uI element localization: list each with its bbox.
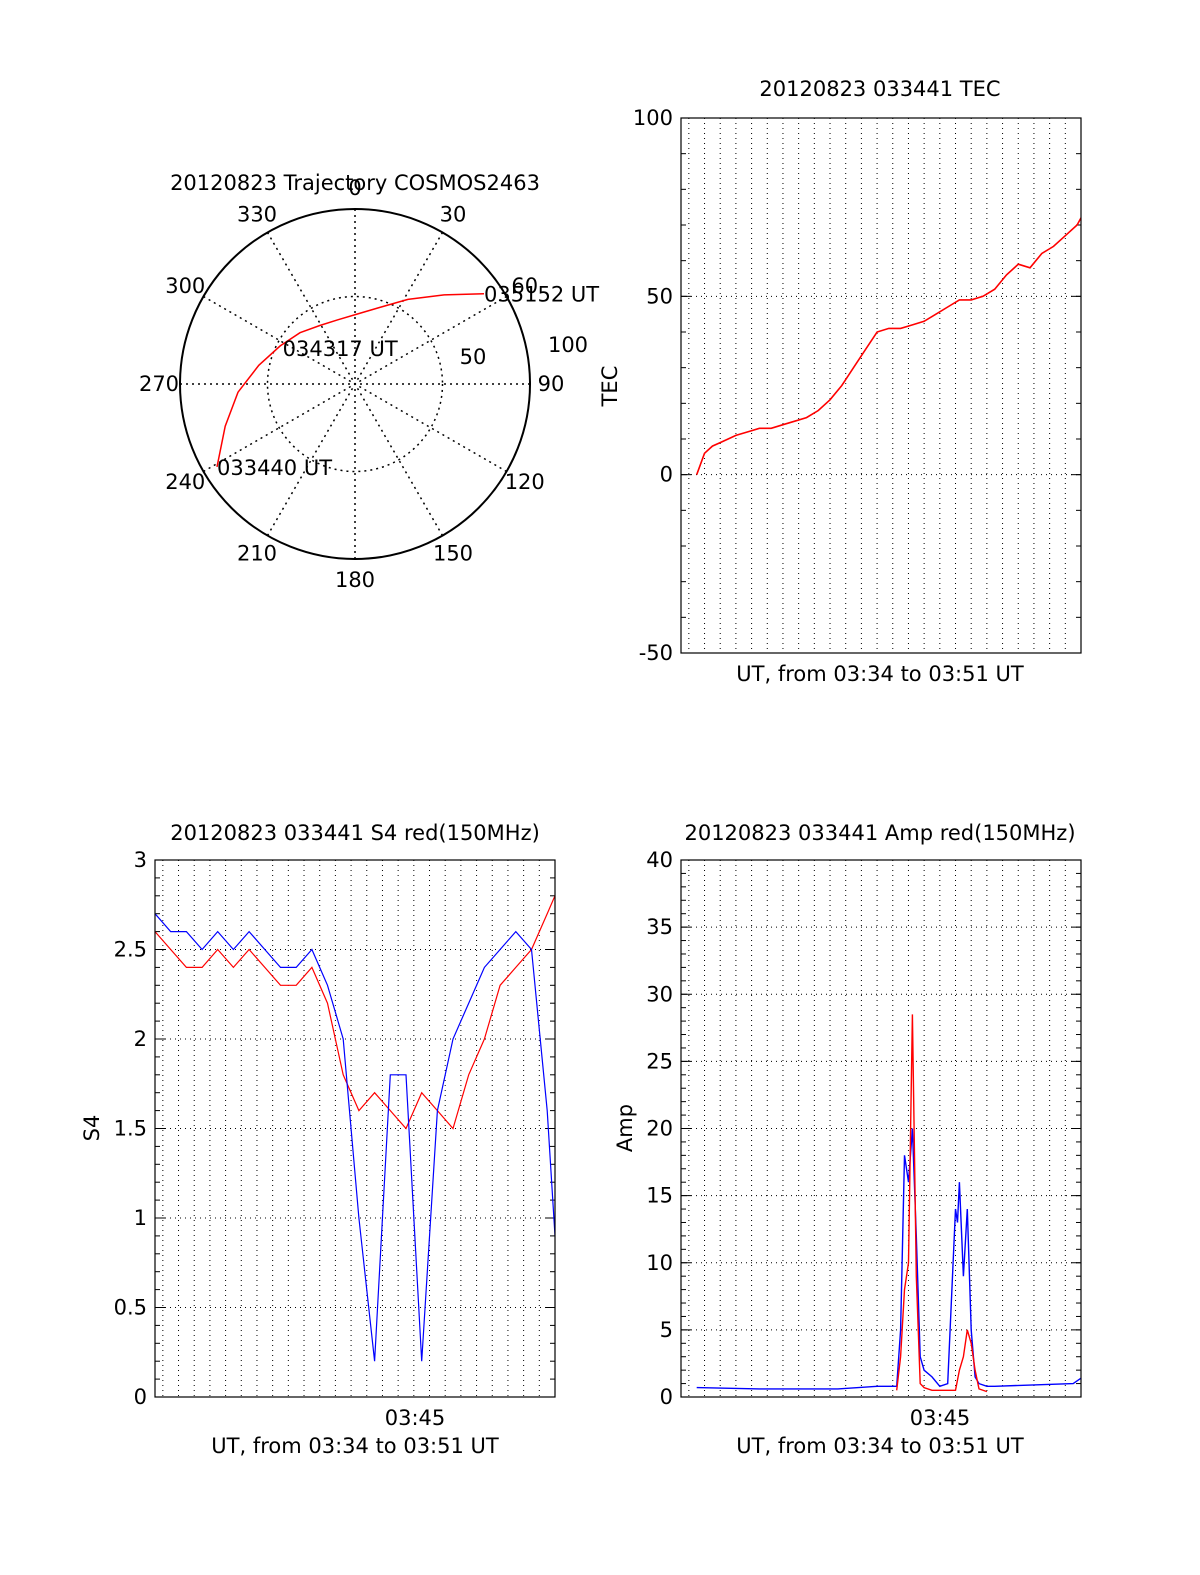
plot-frame — [680, 117, 1082, 654]
series-line — [896, 1014, 988, 1393]
polar-title: 20120823 Trajectory COSMOS2463 — [170, 171, 540, 195]
polar-labels: 0 30 60 90 120 150 180 210 240 270 300 330 50 100 0334… — [139, 176, 599, 592]
polar-angle-label: 240 — [165, 470, 205, 494]
polar-panel: 20120823 Trajectory COSMOS2463 0 30 60 90 12… — [139, 171, 599, 592]
polar-radial-label: 50 — [460, 345, 487, 369]
series-line — [155, 895, 555, 1130]
polar-angle-label: 90 — [538, 372, 565, 396]
y-tick-label: 0.5 — [114, 1296, 147, 1320]
s4-plot: 0 0.5 1 1.5 2 2.5 3 — [114, 848, 556, 1409]
amp-plot: 0 5 10 15 20 25 30 35 40 — [646, 848, 1082, 1409]
polar-grid — [179, 208, 531, 560]
y-tick-label: 40 — [646, 848, 673, 872]
amp-ylabel: Amp — [613, 1104, 637, 1152]
series-line — [696, 1128, 1081, 1390]
tec-title: 20120823 033441 TEC — [759, 77, 1000, 101]
polar-trajectory — [216, 292, 485, 468]
s4-ylabel: S4 — [80, 1115, 104, 1142]
tec-plot: -50 0 50 100 — [633, 106, 1082, 665]
y-tick-label: 2.5 — [114, 938, 147, 962]
y-tick-label: 50 — [646, 284, 673, 308]
polar-inner-circle — [266, 295, 444, 473]
y-tick-label: -50 — [639, 641, 673, 665]
trajectory-point-label: 033440 UT — [217, 456, 332, 480]
polar-angle-label: 150 — [433, 542, 473, 566]
y-tick-label: 100 — [633, 106, 673, 130]
series-line — [695, 217, 1081, 475]
y-tick-label: 2 — [134, 1027, 147, 1051]
trajectory-point-label: 034317 UT — [283, 337, 398, 361]
polar-angle-label: 120 — [505, 470, 545, 494]
y-tick-label: 20 — [646, 1117, 673, 1141]
y-tick-label: 3 — [134, 848, 147, 872]
amp-xtick-label: 03:45 — [910, 1406, 971, 1430]
trajectory-point-label: 035152 UT — [484, 283, 599, 307]
y-tick-label: 1 — [134, 1206, 147, 1230]
polar-radial-label: 100 — [548, 333, 588, 357]
polar-angle-label: 270 — [139, 372, 179, 396]
tec-ylabel: TEC — [598, 366, 622, 408]
polar-angle-label: 300 — [165, 274, 205, 298]
s4-panel: 20120823 033441 S4 red(150MHz) 03:45 UT,… — [80, 821, 556, 1458]
polar-angle-label: 60 — [511, 274, 538, 298]
y-tick-label: 25 — [646, 1049, 673, 1073]
s4-title: 20120823 033441 S4 red(150MHz) — [170, 821, 540, 845]
y-tick-label: 0 — [660, 1385, 673, 1409]
series-line — [155, 913, 555, 1362]
y-tick-label: 0 — [660, 463, 673, 487]
y-tick-label: 35 — [646, 915, 673, 939]
polar-angle-label: 180 — [335, 568, 375, 592]
s4-xlabel: UT, from 03:34 to 03:51 UT — [211, 1434, 499, 1458]
s4-xtick-label: 03:45 — [385, 1406, 446, 1430]
y-tick-label: 10 — [646, 1251, 673, 1275]
polar-spoke — [266, 232, 444, 536]
y-tick-label: 1.5 — [114, 1117, 147, 1141]
y-tick-label: 5 — [660, 1318, 673, 1342]
y-tick-label: 30 — [646, 982, 673, 1006]
plot-frame — [154, 859, 556, 1398]
tec-xlabel: UT, from 03:34 to 03:51 UT — [736, 662, 1024, 686]
y-tick-label: 15 — [646, 1184, 673, 1208]
amp-title: 20120823 033441 Amp red(150MHz) — [684, 821, 1075, 845]
trajectory-line — [216, 292, 485, 468]
polar-angle-label: 330 — [237, 202, 277, 226]
polar-angle-label: 210 — [237, 542, 277, 566]
amp-panel: 20120823 033441 Amp red(150MHz) 03:45 UT… — [613, 821, 1082, 1458]
amp-xlabel: UT, from 03:34 to 03:51 UT — [736, 1434, 1024, 1458]
tec-panel: 20120823 033441 TEC UT, from 03:34 to 03… — [598, 77, 1082, 686]
plot-frame — [680, 859, 1082, 1398]
y-tick-label: 0 — [134, 1385, 147, 1409]
polar-angle-label: 0 — [348, 176, 361, 200]
polar-angle-label: 30 — [440, 202, 467, 226]
